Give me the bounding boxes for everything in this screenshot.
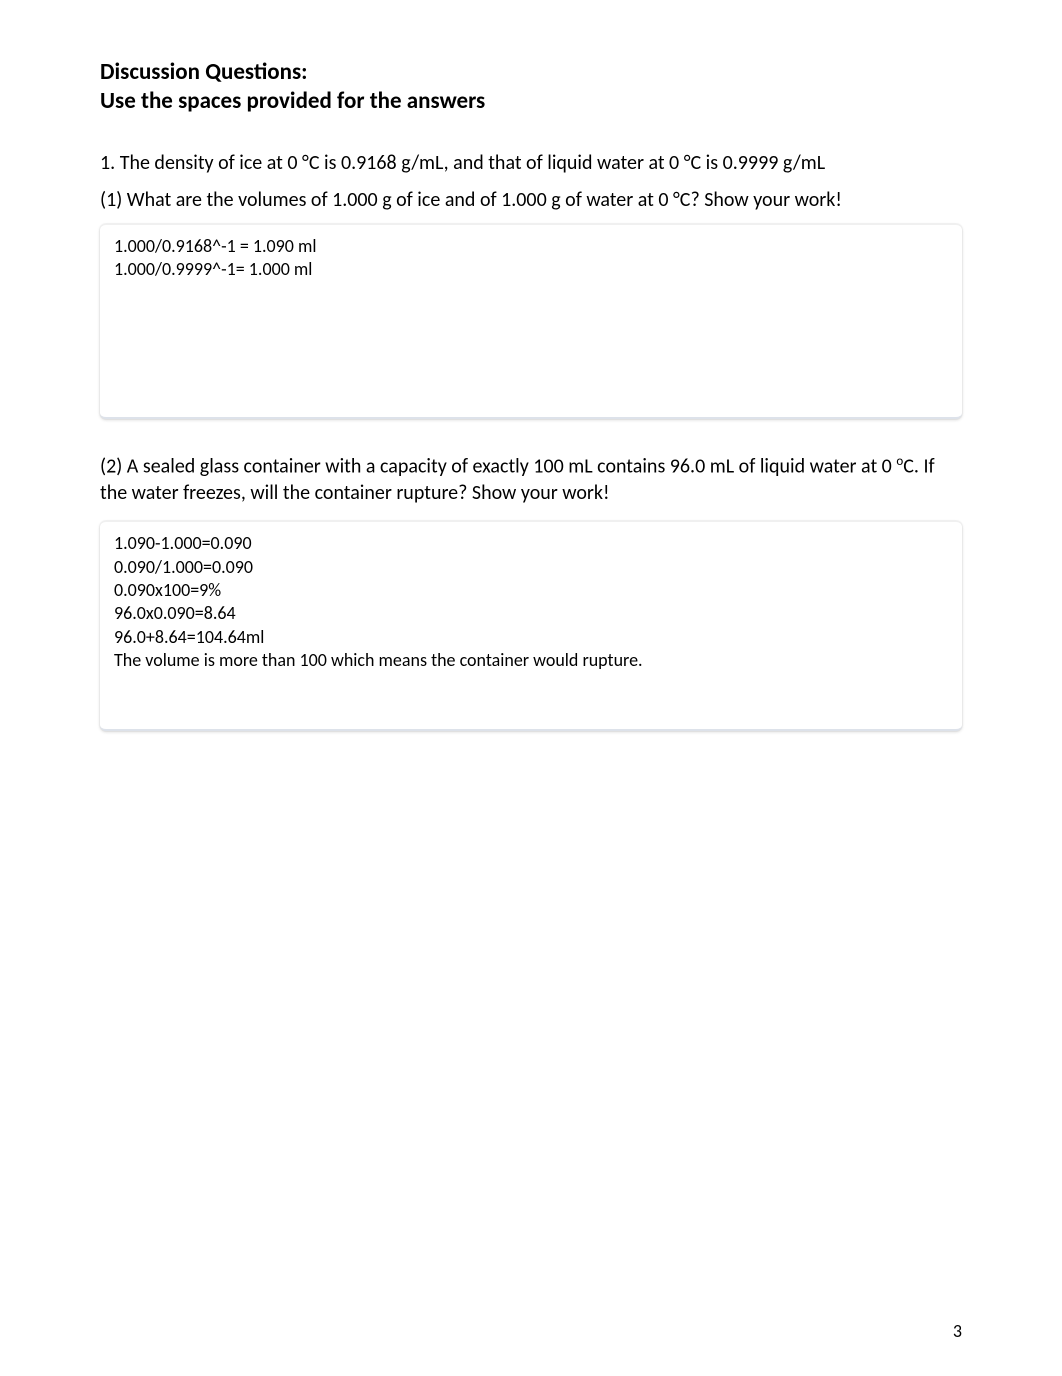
- answer-line: 96.0+8.64=104.64ml: [114, 626, 948, 649]
- answer-line: 96.0x0.090=8.64: [114, 602, 948, 625]
- answer-line: 0.090/1.000=0.090: [114, 556, 948, 579]
- answer-line: 0.090x100=9%: [114, 579, 948, 602]
- q1-part2-pre: (2) A sealed glass container with a capa…: [100, 454, 892, 478]
- answer-line: 1.000/0.9999^-1= 1.000 ml: [114, 258, 948, 281]
- worksheet-page: Discussion Questions: Use the spaces pro…: [0, 0, 1062, 1376]
- page-number: 3: [953, 1320, 962, 1342]
- q1-part2-answer-box[interactable]: 1.090-1.000=0.090 0.090/1.000=0.090 0.09…: [100, 521, 962, 731]
- section-heading: Discussion Questions: Use the spaces pro…: [100, 58, 962, 116]
- q1-part1-prompt: (1) What are the volumes of 1.000 g of i…: [100, 187, 962, 214]
- heading-line-2: Use the spaces provided for the answers: [100, 87, 962, 116]
- q1-part2-prompt: (2) A sealed glass container with a capa…: [100, 453, 962, 508]
- q1-part1-answer-box[interactable]: 1.000/0.9168^-1 = 1.090 ml 1.000/0.9999^…: [100, 224, 962, 419]
- answer-line: 1.000/0.9168^-1 = 1.090 ml: [114, 235, 948, 258]
- heading-line-1: Discussion Questions:: [100, 58, 962, 87]
- q1-stem: 1. The density of ice at 0 °C is 0.9168 …: [100, 150, 962, 177]
- answer-line: The volume is more than 100 which means …: [114, 649, 948, 672]
- answer-line: 1.090-1.000=0.090: [114, 532, 948, 555]
